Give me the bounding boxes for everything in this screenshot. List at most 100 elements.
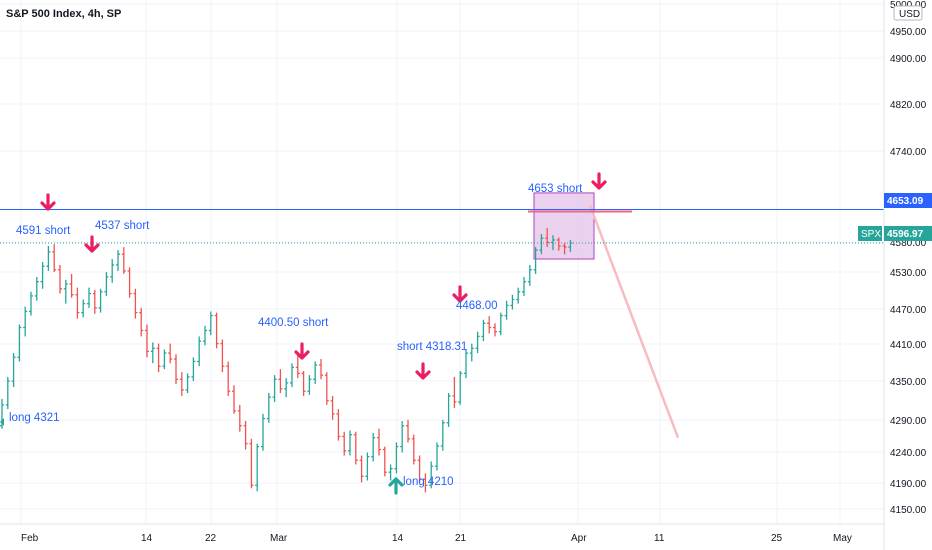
ohlc-bar xyxy=(429,461,434,489)
annotation-text[interactable]: 4591 short xyxy=(16,225,71,237)
currency-badge[interactable] xyxy=(893,5,923,21)
ohlc-bar xyxy=(348,430,352,456)
ohlc-bar xyxy=(284,378,289,398)
ohlc-bar xyxy=(203,325,207,346)
ohlc-bar xyxy=(551,235,555,251)
ohlc-bar xyxy=(487,316,492,334)
resistance-price-label: 4653.09 xyxy=(887,196,924,207)
short-arrow-icon[interactable] xyxy=(452,285,468,303)
ohlc-bar xyxy=(371,432,376,462)
grid xyxy=(0,0,884,524)
short-arrow-icon[interactable] xyxy=(294,342,310,360)
ohlc-bar xyxy=(214,312,219,349)
ohlc-bar xyxy=(92,289,97,314)
ohlc-bar xyxy=(87,287,91,308)
ohlc-bar xyxy=(504,300,509,320)
x-tick-label: 14 xyxy=(392,533,404,544)
currency-label: USD xyxy=(899,9,920,20)
ohlc-bar xyxy=(527,264,532,286)
short-arrow-icon[interactable] xyxy=(591,172,607,190)
ohlc-bar xyxy=(556,237,561,251)
ohlc-bar xyxy=(121,247,126,274)
ohlc-bar xyxy=(104,272,109,296)
ohlc-bar xyxy=(232,385,236,414)
y-tick-label: 4350.00 xyxy=(890,377,927,388)
ohlc-bar xyxy=(406,419,410,443)
ohlc-bar xyxy=(423,473,428,493)
ohlc-bar xyxy=(516,287,521,304)
ohlc-bar xyxy=(272,375,277,402)
ohlc-bar xyxy=(301,370,306,396)
ohlc-bar xyxy=(110,259,115,283)
annotation-text[interactable]: short 4318.31 xyxy=(397,341,467,353)
ohlc-bar xyxy=(156,343,161,373)
ohlc-bar xyxy=(98,288,103,313)
ohlc-bar xyxy=(116,250,120,271)
ohlc-bar xyxy=(23,306,28,337)
long-marker-icon xyxy=(0,418,4,426)
ohlc-bar xyxy=(185,373,190,393)
annotation-text[interactable]: long 4210 xyxy=(403,476,454,488)
x-tick-label: Apr xyxy=(571,533,587,544)
annotation-text[interactable]: 4400.50 short xyxy=(258,317,329,329)
ohlc-bar xyxy=(75,287,80,319)
ohlc-bar xyxy=(388,464,393,481)
ohlc-bar xyxy=(411,434,416,465)
y-tick-label: 4530.00 xyxy=(890,268,927,279)
annotation-text[interactable]: 4468.00 xyxy=(456,300,498,312)
short-arrow-icon[interactable] xyxy=(84,235,100,253)
ohlc-bar xyxy=(324,372,329,405)
chart-title[interactable]: S&P 500 Index, 4h, SP xyxy=(6,8,121,20)
x-tick-label: Mar xyxy=(270,533,288,544)
ohlc-bar xyxy=(458,370,463,405)
ohlc-bar xyxy=(562,242,567,255)
x-tick-label: 25 xyxy=(771,533,783,544)
ohlc-bar xyxy=(197,336,202,367)
y-tick-label: 4150.00 xyxy=(890,505,927,516)
symbol-label: SPX xyxy=(861,229,881,240)
y-tick-label: 4820.00 xyxy=(890,100,927,111)
short-arrow-icon[interactable] xyxy=(40,193,56,211)
ohlc-bar xyxy=(52,244,57,273)
signal-arrows xyxy=(0,172,632,495)
y-tick-label: 4290.00 xyxy=(890,416,927,427)
ohlc-bar xyxy=(237,404,242,432)
price-bars xyxy=(0,228,573,493)
ohlc-bar xyxy=(243,420,248,450)
y-tick-label: 4240.00 xyxy=(890,448,927,459)
ohlc-bar xyxy=(365,452,370,481)
x-tick-label: 22 xyxy=(205,533,217,544)
time-axis[interactable]: Feb 14 22 Mar 14 21 Apr 11 25 May xyxy=(0,523,884,544)
short-arrow-icon[interactable] xyxy=(415,362,431,380)
ohlc-bar xyxy=(533,247,538,274)
last-price-tag xyxy=(884,226,932,241)
ohlc-bar xyxy=(40,262,45,289)
ohlc-bar xyxy=(145,324,149,358)
annotation-text[interactable]: long 4321 xyxy=(9,412,60,424)
ohlc-bar xyxy=(359,455,364,483)
x-tick-label: 11 xyxy=(654,533,665,544)
ohlc-bar xyxy=(162,349,167,370)
ohlc-bar xyxy=(498,312,503,336)
long-arrow-icon[interactable] xyxy=(388,477,404,495)
ohlc-bar xyxy=(34,276,39,301)
last-price-label: 4596.97 xyxy=(887,229,924,240)
ohlc-bar xyxy=(400,420,405,453)
ohlc-bar xyxy=(336,409,341,441)
ohlc-bar xyxy=(5,376,10,410)
price-axis[interactable]: 5000.00 4950.00 4900.00 4820.00 4740.00 … xyxy=(858,0,932,550)
ohlc-bar xyxy=(382,446,387,477)
projection-line[interactable] xyxy=(588,204,680,439)
ohlc-bar xyxy=(342,431,347,456)
annotation-text[interactable]: 4537 short xyxy=(95,220,150,232)
ohlc-bar xyxy=(545,228,550,248)
ohlc-bar xyxy=(510,294,515,310)
ohlc-bar xyxy=(81,299,86,318)
annotation-text[interactable]: 4653 short xyxy=(528,183,583,195)
ohlc-bar xyxy=(133,288,138,319)
ohlc-bar xyxy=(46,245,51,271)
symbol-tag xyxy=(858,226,882,241)
y-tick-label: 4470.00 xyxy=(890,305,927,316)
ohlc-bar xyxy=(394,442,399,474)
